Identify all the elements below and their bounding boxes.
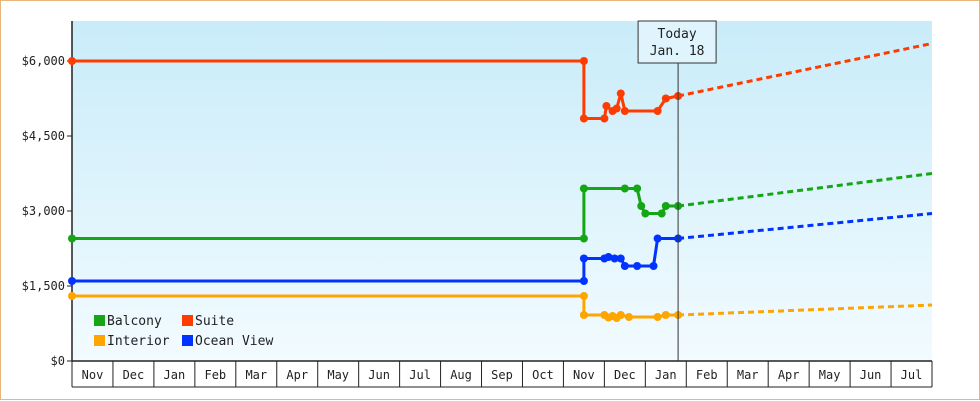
- legend-swatch-balcony: [94, 315, 105, 326]
- data-point-ocean-view: [653, 234, 662, 243]
- legend-swatch-suite: [182, 315, 193, 326]
- legend-swatch-interior: [94, 335, 105, 346]
- x-tick-label: Mar: [737, 368, 759, 382]
- data-point-balcony: [579, 234, 588, 243]
- series-layer: [68, 42, 933, 322]
- data-point-suite: [600, 114, 609, 123]
- x-tick-label: Mar: [245, 368, 267, 382]
- legend: Balcony Suite Interior Ocean View: [94, 314, 273, 349]
- legend-label-suite: Suite: [195, 314, 234, 329]
- series-forecast-interior: [678, 303, 933, 317]
- y-tick-label: $1,500: [22, 279, 65, 293]
- x-tick-label: Dec: [614, 368, 636, 382]
- x-tick-label: Jul: [409, 368, 431, 382]
- x-tick-label: Aug: [450, 368, 472, 382]
- data-point-suite: [616, 89, 625, 98]
- legend-swatch-ocean-view: [182, 335, 193, 346]
- x-tick-label: Jul: [901, 368, 923, 382]
- data-point-ocean-view: [68, 277, 76, 285]
- data-point-suite: [612, 104, 621, 113]
- data-point-balcony: [633, 184, 642, 193]
- data-point-interior: [624, 313, 633, 321]
- x-tick-label: Nov: [573, 368, 595, 382]
- data-point-balcony: [637, 202, 646, 210]
- x-tick-label: Dec: [123, 368, 145, 382]
- data-point-balcony: [620, 184, 629, 193]
- data-point-ocean-view: [579, 254, 588, 263]
- today-label: Today: [658, 27, 697, 42]
- data-point-suite: [579, 57, 588, 65]
- data-point-ocean-view: [620, 262, 629, 270]
- data-point-ocean-view: [649, 262, 658, 270]
- data-point-interior: [616, 311, 625, 319]
- data-point-suite: [620, 107, 629, 115]
- data-point-interior: [661, 311, 670, 319]
- today-box: [637, 20, 717, 64]
- y-tick-label: $3,000: [22, 204, 65, 218]
- x-tick-label: Sep: [491, 368, 513, 382]
- series-forecast-suite: [677, 42, 933, 98]
- legend-label-balcony: Balcony: [107, 314, 162, 329]
- y-tick-label: $0: [51, 354, 65, 368]
- x-tick-label: Oct: [532, 368, 554, 382]
- data-point-suite: [579, 114, 588, 123]
- series-forecast-ocean-view: [677, 212, 933, 240]
- series-forecast-balcony: [677, 172, 933, 208]
- data-point-balcony: [657, 209, 666, 218]
- data-point-suite: [602, 102, 611, 110]
- data-point-ocean-view: [610, 254, 619, 263]
- x-axis: Nov Dec Jan Feb Mar Apr May Jun Jul Aug Sep Oct Nov D…: [71, 360, 933, 388]
- data-point-interior: [579, 292, 588, 300]
- x-tick-label: Jun: [860, 368, 882, 382]
- data-point-suite: [68, 57, 76, 65]
- data-point-balcony: [641, 209, 650, 218]
- x-tick-label: May: [327, 368, 349, 382]
- y-tick-label: $4,500: [22, 129, 65, 143]
- x-tick-label: Apr: [778, 368, 800, 382]
- data-point-interior: [68, 292, 76, 300]
- x-tick-label: Jan: [655, 368, 677, 382]
- data-point-ocean-view: [633, 262, 642, 270]
- data-point-suite: [653, 107, 662, 115]
- data-point-interior: [579, 311, 588, 319]
- legend-label-interior: Interior: [107, 334, 170, 349]
- data-point-suite: [661, 94, 670, 103]
- x-tick-label: Nov: [82, 368, 104, 382]
- data-point-ocean-view: [604, 253, 613, 261]
- data-point-interior: [653, 313, 662, 321]
- x-tick-label: Apr: [286, 368, 308, 382]
- x-tick-label: May: [819, 368, 841, 382]
- x-tick-label: Jun: [368, 368, 390, 382]
- x-tick-label: Feb: [696, 368, 718, 382]
- y-axis: $0 $1,500 $3,000 $4,500 $6,000: [22, 21, 73, 368]
- legend-label-ocean-view: Ocean View: [195, 334, 273, 349]
- today-date: Jan. 18: [650, 44, 705, 59]
- data-point-ocean-view: [579, 277, 588, 285]
- data-point-balcony: [579, 184, 588, 193]
- today-marker: Today Jan. 18: [637, 20, 717, 361]
- y-tick-label: $6,000: [22, 54, 65, 68]
- x-tick-label: Feb: [204, 368, 226, 382]
- series-line-balcony: [72, 187, 679, 240]
- data-point-balcony: [68, 234, 76, 243]
- data-point-ocean-view: [616, 254, 625, 263]
- x-tick-label: Jan: [164, 368, 186, 382]
- data-point-balcony: [661, 202, 670, 210]
